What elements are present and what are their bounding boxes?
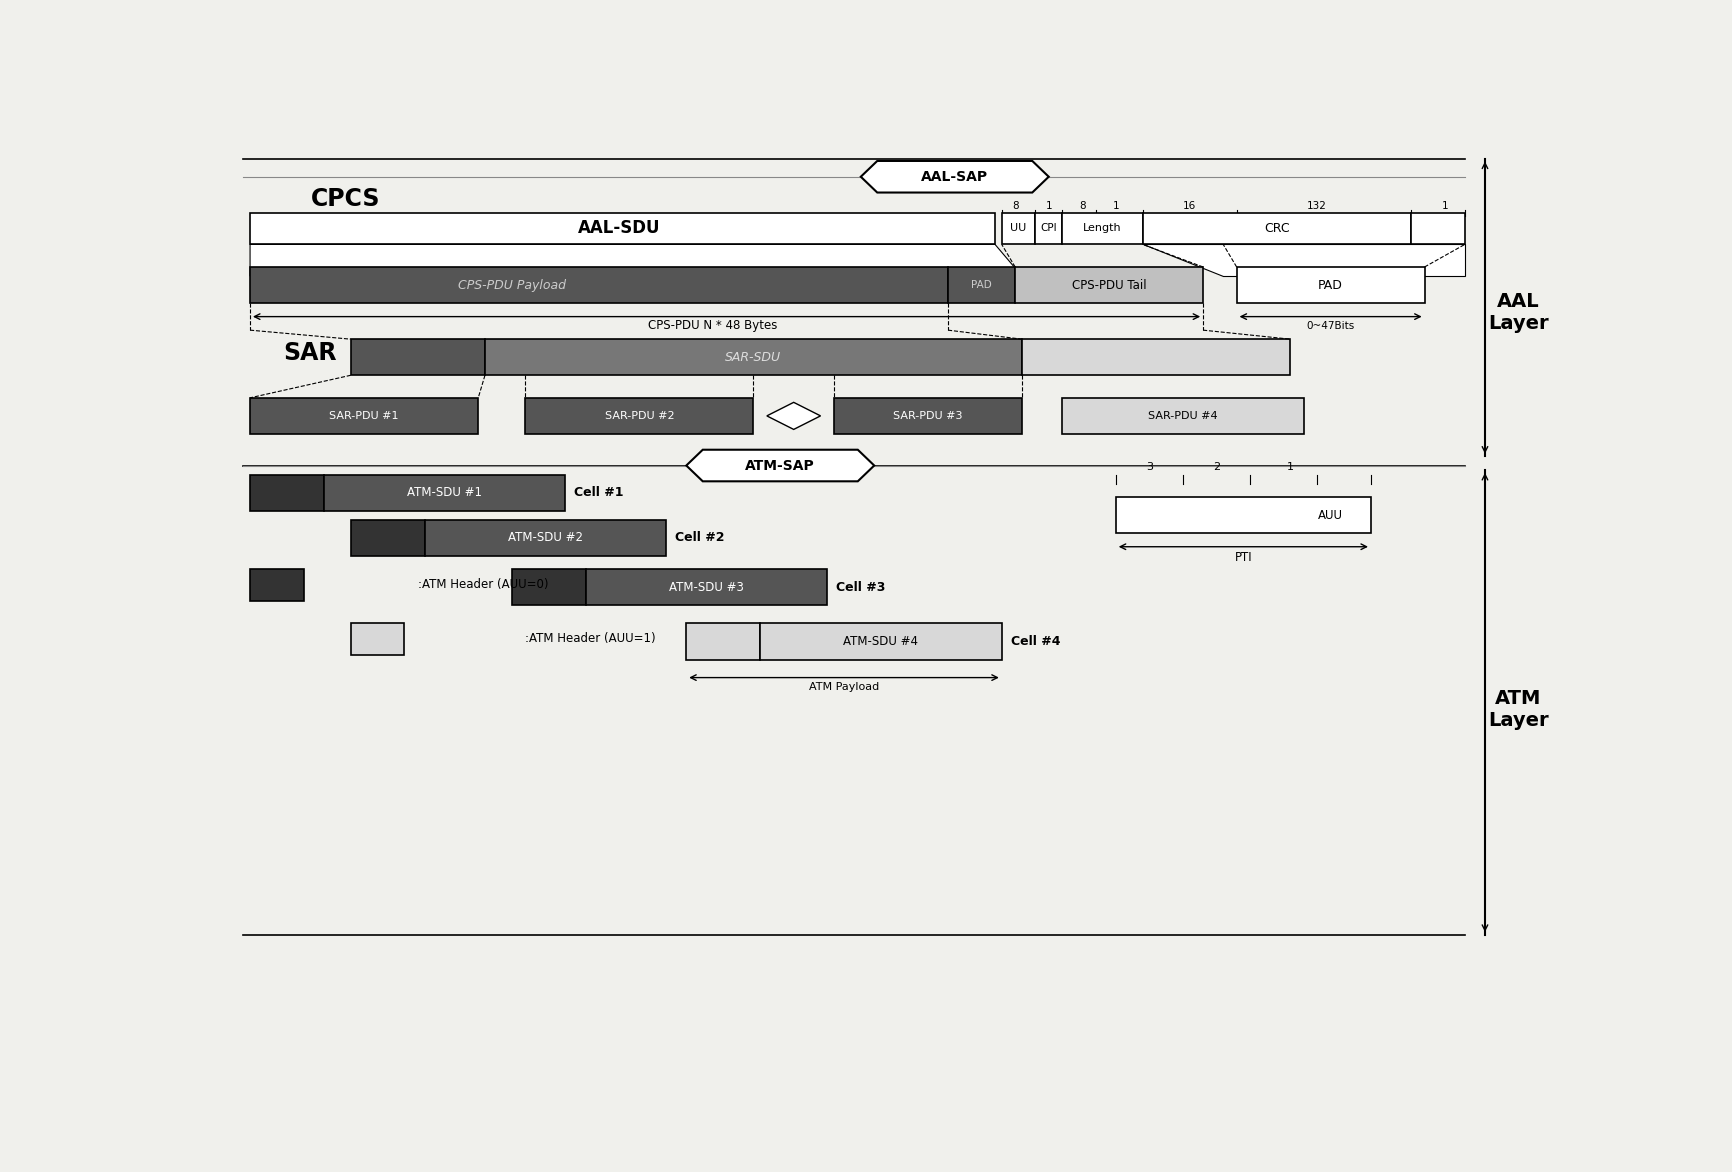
Text: SAR-PDU #1: SAR-PDU #1 [329,411,398,421]
Text: 16: 16 [1183,200,1197,211]
Text: ATM-SDU #1: ATM-SDU #1 [407,486,481,499]
Bar [1036,213,1062,245]
Text: AUU: AUU [1318,509,1342,522]
Polygon shape [686,450,875,482]
Bar [485,339,1022,375]
Text: 3: 3 [1147,462,1154,472]
Bar [1237,267,1425,304]
Text: 1: 1 [1112,200,1119,211]
Text: Cell #3: Cell #3 [837,581,885,594]
Bar [424,519,667,556]
Text: SAR-PDU #4: SAR-PDU #4 [1148,411,1218,421]
Bar [835,397,1022,434]
Bar [947,267,1015,304]
Text: CRC: CRC [1264,222,1290,234]
Text: Cell #4: Cell #4 [1010,635,1060,648]
Bar [249,267,947,304]
Bar [525,397,753,434]
Text: PAD: PAD [972,280,992,289]
Text: AAL-SAP: AAL-SAP [921,170,989,184]
Text: SAR: SAR [284,341,338,364]
Text: ATM
Layer: ATM Layer [1488,689,1548,730]
Bar [1022,339,1290,375]
Text: ATM-SDU #3: ATM-SDU #3 [669,581,743,594]
Text: ATM-SDU #4: ATM-SDU #4 [843,635,918,648]
Bar [1062,213,1143,245]
Text: :ATM Header (AUU=0): :ATM Header (AUU=0) [417,578,549,591]
Bar [249,570,303,601]
Text: 8: 8 [1079,200,1086,211]
Bar [1062,397,1304,434]
Text: ATM-SDU #2: ATM-SDU #2 [507,531,584,544]
Text: 0~47Bits: 0~47Bits [1306,321,1354,331]
Bar [350,339,485,375]
Text: Length: Length [1082,223,1122,233]
Polygon shape [249,245,1022,277]
Text: 1: 1 [1441,200,1448,211]
Bar [1412,213,1465,245]
Bar [324,475,565,511]
Bar [585,570,828,606]
Bar [249,475,324,511]
Polygon shape [1143,245,1465,277]
Bar [249,397,478,434]
Bar [1115,497,1372,533]
Text: SAR-PDU #2: SAR-PDU #2 [604,411,674,421]
Bar [350,519,424,556]
Text: 2: 2 [1212,462,1219,472]
Text: CPS-PDU Tail: CPS-PDU Tail [1072,279,1147,292]
Bar [350,624,405,655]
Bar [249,213,994,245]
Text: Cell #2: Cell #2 [675,531,724,544]
Text: :ATM Header (AUU=1): :ATM Header (AUU=1) [525,632,656,646]
Polygon shape [767,402,821,429]
Text: AAL-SDU: AAL-SDU [578,219,660,237]
Bar [760,624,1001,660]
Text: CPS-PDU Payload: CPS-PDU Payload [457,279,566,292]
Text: 132: 132 [1308,200,1327,211]
Bar [1015,267,1204,304]
Bar [1001,213,1036,245]
Text: 1: 1 [1046,200,1051,211]
Polygon shape [861,161,1050,192]
Text: ATM-SAP: ATM-SAP [745,458,816,472]
Text: PAD: PAD [1318,279,1342,292]
Text: SAR-PDU #3: SAR-PDU #3 [894,411,963,421]
Text: CPCS: CPCS [310,188,379,211]
Text: SAR-SDU: SAR-SDU [726,350,781,363]
Bar [513,570,585,606]
Text: ATM Payload: ATM Payload [809,682,880,691]
Text: AAL
Layer: AAL Layer [1488,292,1548,333]
Text: UU: UU [1010,223,1025,233]
Bar [1143,213,1412,245]
Text: CPI: CPI [1041,223,1057,233]
Bar [686,624,760,660]
Text: CPS-PDU N * 48 Bytes: CPS-PDU N * 48 Bytes [648,319,778,332]
Text: Cell #1: Cell #1 [575,486,624,499]
Text: 8: 8 [1011,200,1018,211]
Text: 1: 1 [1287,462,1294,472]
Text: PTI: PTI [1235,551,1252,564]
